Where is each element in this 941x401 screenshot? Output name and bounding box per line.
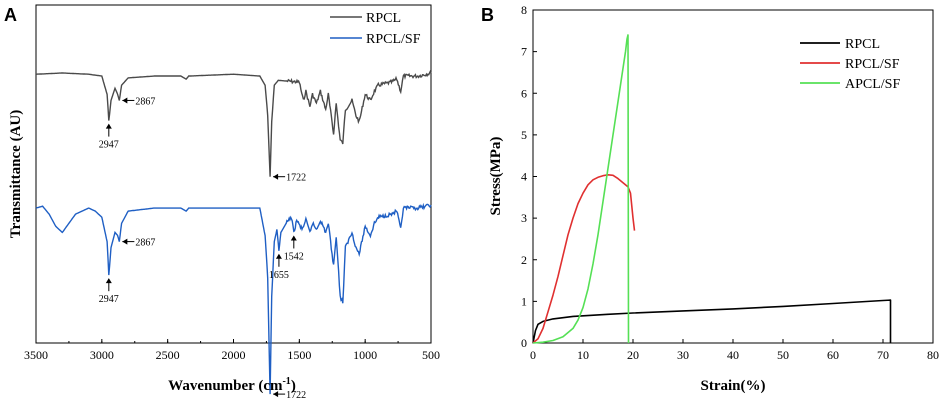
stress-y-axis-title: Stress(MPa)	[488, 137, 504, 216]
ftir-y-axis-title: Transmittance (AU)	[8, 110, 24, 238]
ftir-chart: 3500 3000 2500 2000 1500 1000 500 2947 2867 1722…	[8, 4, 440, 401]
ftir-annotation-arrowhead	[105, 278, 112, 284]
stress-y-ticks: 0 1 2 3 4 5 6 7 8	[521, 3, 537, 350]
ftir-annotation-arrowhead	[273, 173, 279, 180]
stress-legend-label: RPCL/SF	[845, 57, 900, 72]
ftir-annotation-label: 2947	[99, 294, 119, 305]
ftir-annotation-label: 2867	[135, 96, 155, 107]
ftir-x-ticks: 3500 3000 2500 2000 1500 1000 500	[24, 339, 440, 362]
ftir-x-tick-label: 3500	[24, 348, 48, 362]
ftir-series-line-rpcl-sf	[35, 202, 432, 395]
ftir-annotation-label: 1655	[269, 270, 289, 281]
stress-x-tick-label: 70	[877, 348, 889, 362]
ftir-annotation-arrowhead	[122, 238, 128, 245]
stress-legend-label: APCL/SF	[845, 77, 900, 92]
stress-y-tick-label: 2	[521, 253, 527, 267]
stress-series-line-apcl-sf	[532, 34, 630, 344]
stress-y-tick-label: 0	[521, 336, 527, 350]
ftir-series	[35, 70, 432, 395]
stress-x-tick-label: 10	[577, 348, 589, 362]
ftir-annotation-label: 1722	[286, 390, 306, 401]
panel-b-label: B	[481, 5, 494, 25]
ftir-annotation-label: 1722	[286, 173, 306, 184]
ftir-plot-frame	[35, 4, 432, 344]
ftir-annotation-label: 2947	[99, 140, 119, 151]
ftir-annotation-label: 1542	[284, 251, 304, 262]
ftir-x-axis-title: Wavenumber (cm-1)	[168, 376, 296, 394]
stress-x-tick-label: 0	[530, 348, 536, 362]
ftir-x-tick-label: 2000	[222, 348, 246, 362]
stress-y-tick-label: 1	[521, 294, 527, 308]
ftir-annotation-arrowhead	[122, 97, 128, 104]
ftir-legend: RPCL RPCL/SF	[330, 11, 421, 47]
stress-y-tick-label: 8	[521, 3, 527, 17]
ftir-annotation-arrowhead	[275, 253, 282, 259]
stress-y-tick-label: 3	[521, 211, 527, 225]
ftir-annotations: 2947 2867 1722 2947 2867 1655 1542 1722	[99, 96, 306, 401]
stress-series	[532, 34, 892, 344]
ftir-legend-label: RPCL/SF	[366, 32, 421, 47]
stress-y-tick-label: 4	[521, 170, 527, 184]
stress-y-tick-label: 7	[521, 45, 527, 59]
ftir-x-tick-label: 2500	[156, 348, 180, 362]
ftir-x-tick-label: 500	[422, 348, 440, 362]
stress-x-tick-label: 50	[777, 348, 789, 362]
panel-a-label: A	[4, 5, 17, 25]
ftir-annotation-arrowhead	[273, 391, 279, 398]
stress-x-tick-label: 60	[827, 348, 839, 362]
ftir-annotation-label: 2867	[135, 238, 155, 249]
stress-x-axis-title: Strain(%)	[701, 378, 766, 394]
ftir-legend-label: RPCL	[366, 11, 401, 26]
ftir-x-tick-label: 1500	[287, 348, 311, 362]
stress-legend-label: RPCL	[845, 37, 880, 52]
stress-y-tick-label: 5	[521, 128, 527, 142]
stress-series-line-rpcl	[532, 299, 892, 344]
stress-x-tick-label: 30	[677, 348, 689, 362]
ftir-x-tick-label: 1000	[353, 348, 377, 362]
ftir-series-line-rpcl	[36, 70, 432, 177]
stress-y-tick-label: 6	[521, 86, 527, 100]
stress-x-ticks: 0 10 20 30 40 50 60 70 80	[530, 339, 939, 362]
stress-strain-chart: 0 10 20 30 40 50 60 70 80 0 1 2 3 4 5 6 7 8 RPCL RPCL/SF A…	[488, 3, 939, 394]
stress-series-line-rpcl-sf	[532, 174, 636, 344]
stress-legend: RPCL RPCL/SF APCL/SF	[800, 37, 900, 92]
ftir-x-tick-label: 3000	[90, 348, 114, 362]
stress-x-tick-label: 20	[627, 348, 639, 362]
ftir-annotation-arrowhead	[105, 123, 112, 129]
stress-x-tick-label: 80	[927, 348, 939, 362]
stress-x-tick-label: 40	[727, 348, 739, 362]
ftir-annotation-arrowhead	[290, 235, 297, 241]
